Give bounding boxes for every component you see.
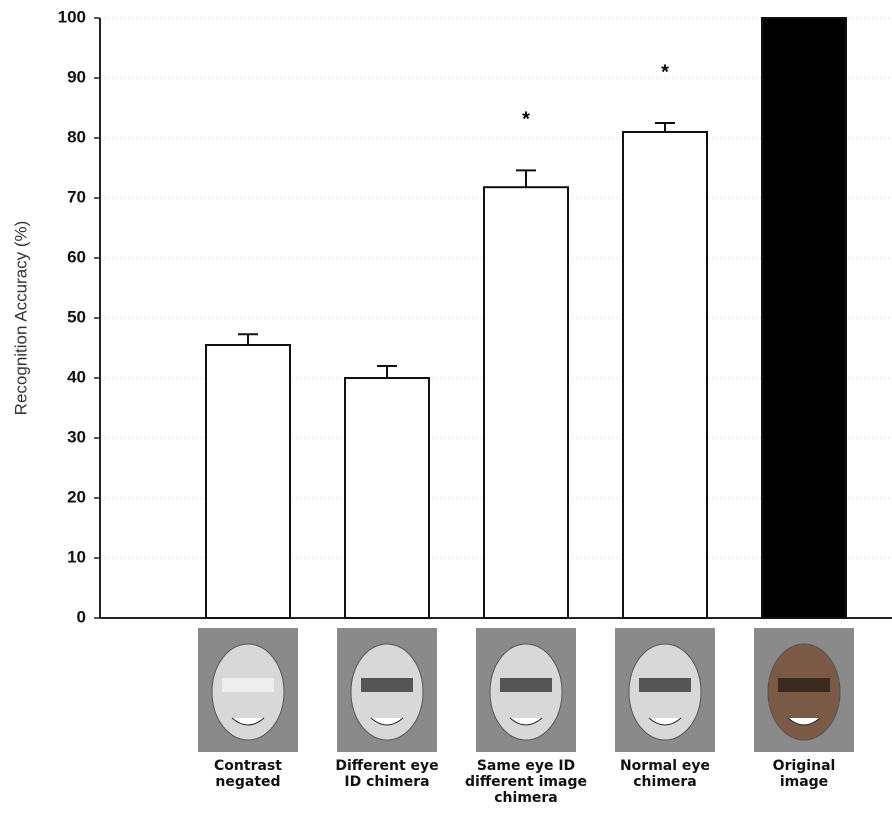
x-tick-label: Normal eye chimera [619, 758, 711, 790]
eyes [222, 678, 274, 692]
y-tick-label: 0 [77, 607, 86, 626]
eyes [778, 678, 830, 692]
y-tick-label: 10 [67, 547, 86, 566]
y-axis-label: Recognition Accuracy (%) [11, 221, 30, 416]
y-tick-label: 50 [67, 307, 86, 326]
y-tick-label: 20 [67, 487, 86, 506]
eyes [500, 678, 552, 692]
mouth [648, 717, 682, 726]
bar [483, 186, 569, 619]
eyes [639, 678, 691, 692]
face-thumbnail [754, 628, 854, 752]
face-thumbnail [198, 628, 298, 752]
mouth [787, 717, 821, 726]
x-tick-label: Contrast negated [214, 758, 282, 790]
significance-marker: * [522, 109, 530, 131]
face-thumbnail [337, 628, 437, 752]
bar [205, 344, 291, 619]
y-tick-label: 80 [67, 127, 86, 146]
y-tick-label: 30 [67, 427, 86, 446]
x-tick-label: Different eye ID chimera [335, 758, 439, 790]
y-tick-label: 70 [67, 187, 86, 206]
face-thumbnail [476, 628, 576, 752]
eyes [361, 678, 413, 692]
mouth [509, 717, 543, 726]
face-thumbnail [615, 628, 715, 752]
bar [344, 377, 430, 619]
bar [761, 17, 847, 619]
x-tick-label: Same eye ID different image chimera [465, 758, 587, 806]
x-tick-label: Original image [772, 758, 836, 790]
bar [622, 131, 708, 619]
y-tick-label: 60 [67, 247, 86, 266]
y-tick-label: 100 [58, 7, 86, 26]
mouth [370, 717, 404, 726]
y-tick-label: 90 [67, 67, 86, 86]
significance-marker: * [661, 61, 669, 83]
y-tick-label: 40 [67, 367, 86, 386]
mouth [231, 717, 265, 726]
